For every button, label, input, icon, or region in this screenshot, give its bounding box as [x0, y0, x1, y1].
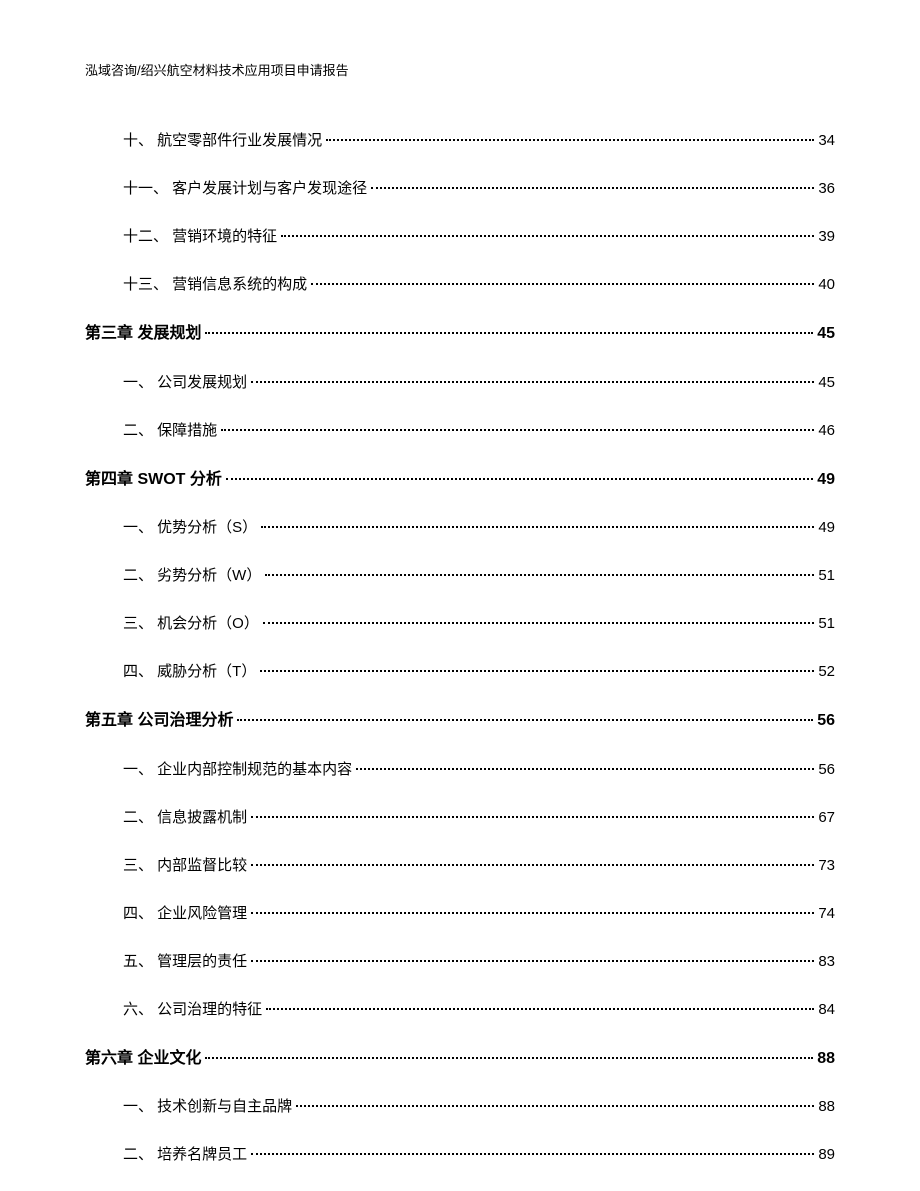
toc-leader-dots [251, 1153, 814, 1155]
toc-leader-dots [205, 1057, 813, 1059]
toc-sub-entry: 六、 公司治理的特征 84 [85, 998, 835, 1022]
toc-leader-dots [261, 526, 814, 528]
toc-sub-entry: 一、 公司发展规划 45 [85, 371, 835, 395]
toc-chapter-entry: 第六章 企业文化 88 [85, 1046, 835, 1072]
toc-entry-page: 74 [818, 902, 835, 926]
toc-sub-entry: 二、 培养名牌员工 89 [85, 1143, 835, 1167]
toc-entry-label: 一、 技术创新与自主品牌 [123, 1095, 292, 1119]
toc-sub-entry: 一、 优势分析（S） 49 [85, 516, 835, 540]
toc-leader-dots [296, 1105, 814, 1107]
toc-entry-page: 40 [818, 273, 835, 297]
toc-entry-page: 34 [818, 129, 835, 153]
toc-sub-entry: 一、 技术创新与自主品牌 88 [85, 1095, 835, 1119]
toc-leader-dots [265, 574, 814, 576]
toc-sub-entry: 二、 信息披露机制 67 [85, 806, 835, 830]
toc-entry-page: 45 [818, 371, 835, 395]
toc-entry-label: 二、 培养名牌员工 [123, 1143, 247, 1167]
toc-entry-label: 十一、 客户发展计划与客户发现途径 [123, 177, 367, 201]
toc-entry-page: 88 [818, 1095, 835, 1119]
toc-entry-page: 51 [818, 612, 835, 636]
toc-sub-entry: 十一、 客户发展计划与客户发现途径 36 [85, 177, 835, 201]
toc-entry-label: 二、 劣势分析（W） [123, 564, 261, 588]
toc-entry-page: 67 [818, 806, 835, 830]
toc-entry-label: 十二、 营销环境的特征 [123, 225, 277, 249]
toc-leader-dots [226, 478, 813, 480]
toc-entry-page: 49 [818, 516, 835, 540]
toc-entry-page: 51 [818, 564, 835, 588]
toc-entry-label: 十三、 营销信息系统的构成 [123, 273, 307, 297]
toc-leader-dots [251, 381, 814, 383]
toc-entry-page: 83 [818, 950, 835, 974]
toc-leader-dots [251, 864, 814, 866]
toc-leader-dots [251, 912, 814, 914]
toc-sub-entry: 五、 管理层的责任 83 [85, 950, 835, 974]
document-header: 泓域咨询/绍兴航空材料技术应用项目申请报告 [85, 60, 835, 79]
toc-entry-label: 二、 保障措施 [123, 419, 217, 443]
toc-sub-entry: 十三、 营销信息系统的构成 40 [85, 273, 835, 297]
toc-sub-entry: 四、 企业风险管理 74 [85, 902, 835, 926]
toc-entry-label: 第六章 企业文化 [85, 1046, 201, 1072]
toc-sub-entry: 四、 威胁分析（T） 52 [85, 660, 835, 684]
toc-leader-dots [281, 235, 814, 237]
toc-entry-label: 五、 管理层的责任 [123, 950, 247, 974]
toc-sub-entry: 二、 保障措施 46 [85, 419, 835, 443]
toc-entry-page: 89 [818, 1143, 835, 1167]
toc-entry-label: 二、 信息披露机制 [123, 806, 247, 830]
toc-chapter-entry: 第三章 发展规划 45 [85, 321, 835, 347]
toc-sub-entry: 三、 机会分析（O） 51 [85, 612, 835, 636]
toc-sub-entry: 三、 内部监督比较 73 [85, 854, 835, 878]
toc-entry-page: 88 [817, 1046, 835, 1072]
toc-sub-entry: 十、 航空零部件行业发展情况 34 [85, 129, 835, 153]
toc-entry-page: 73 [818, 854, 835, 878]
toc-entry-label: 六、 公司治理的特征 [123, 998, 262, 1022]
toc-sub-entry: 二、 劣势分析（W） 51 [85, 564, 835, 588]
toc-chapter-entry: 第五章 公司治理分析 56 [85, 708, 835, 734]
toc-entry-page: 52 [818, 660, 835, 684]
toc-leader-dots [371, 187, 814, 189]
toc-entry-label: 三、 内部监督比较 [123, 854, 247, 878]
toc-entry-page: 46 [818, 419, 835, 443]
toc-entry-page: 56 [817, 708, 835, 734]
toc-entry-label: 一、 企业内部控制规范的基本内容 [123, 758, 352, 782]
toc-leader-dots [251, 960, 814, 962]
toc-leader-dots [326, 139, 814, 141]
toc-leader-dots [221, 429, 814, 431]
toc-entry-label: 第三章 发展规划 [85, 321, 201, 347]
toc-leader-dots [205, 332, 813, 334]
toc-entry-label: 四、 威胁分析（T） [123, 660, 256, 684]
toc-sub-entry: 一、 企业内部控制规范的基本内容 56 [85, 758, 835, 782]
toc-leader-dots [237, 719, 813, 721]
toc-leader-dots [251, 816, 814, 818]
toc-entry-page: 36 [818, 177, 835, 201]
toc-entry-label: 第五章 公司治理分析 [85, 708, 233, 734]
toc-entry-page: 45 [817, 321, 835, 347]
toc-entry-page: 84 [818, 998, 835, 1022]
toc-leader-dots [356, 768, 814, 770]
toc-chapter-entry: 第四章 SWOT 分析 49 [85, 467, 835, 493]
toc-leader-dots [311, 283, 814, 285]
toc-entry-page: 39 [818, 225, 835, 249]
toc-entry-label: 十、 航空零部件行业发展情况 [123, 129, 322, 153]
toc-entry-label: 三、 机会分析（O） [123, 612, 259, 636]
toc-entry-page: 56 [818, 758, 835, 782]
toc-leader-dots [263, 622, 814, 624]
toc-entry-label: 四、 企业风险管理 [123, 902, 247, 926]
table-of-contents: 十、 航空零部件行业发展情况 34 十一、 客户发展计划与客户发现途径 36 十二、 营… [85, 129, 835, 1167]
toc-sub-entry: 十二、 营销环境的特征 39 [85, 225, 835, 249]
toc-leader-dots [260, 670, 814, 672]
toc-entry-label: 一、 优势分析（S） [123, 516, 257, 540]
toc-entry-page: 49 [817, 467, 835, 493]
toc-entry-label: 第四章 SWOT 分析 [85, 467, 222, 493]
toc-entry-label: 一、 公司发展规划 [123, 371, 247, 395]
toc-leader-dots [266, 1008, 814, 1010]
